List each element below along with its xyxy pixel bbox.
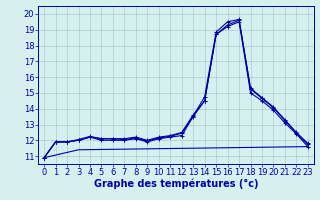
X-axis label: Graphe des températures (°c): Graphe des températures (°c) xyxy=(94,179,258,189)
